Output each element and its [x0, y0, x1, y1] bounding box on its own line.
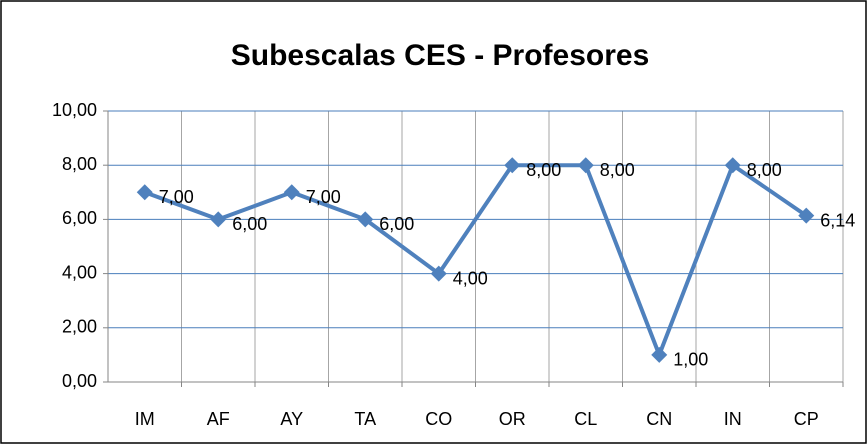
y-tick-label: 10,00 — [52, 100, 97, 120]
marker — [577, 157, 594, 174]
x-tick-label: AF — [207, 409, 230, 429]
x-tick-label: CO — [425, 409, 452, 429]
marker — [651, 346, 668, 363]
marker — [504, 157, 521, 174]
marker — [136, 184, 153, 201]
data-label: 1,00 — [673, 350, 708, 370]
series-line — [144, 163, 808, 357]
x-tick-label: AY — [280, 409, 303, 429]
marker — [210, 211, 227, 228]
x-tick-label: TA — [354, 409, 376, 429]
x-tick-label: CN — [646, 409, 672, 429]
x-tick-label: CL — [574, 409, 597, 429]
data-label: 8,00 — [600, 160, 635, 180]
marker — [357, 211, 374, 228]
data-label: 6,00 — [379, 214, 414, 234]
x-tick-label: IM — [135, 409, 155, 429]
marker — [283, 184, 300, 201]
marker — [430, 265, 447, 282]
y-tick-label: 8,00 — [62, 154, 97, 174]
y-tick-label: 2,00 — [62, 317, 97, 337]
data-label: 7,00 — [306, 187, 341, 207]
marker — [798, 207, 815, 224]
data-label: 8,00 — [526, 160, 561, 180]
y-tick-label: 4,00 — [62, 262, 97, 282]
data-label: 7,00 — [159, 187, 194, 207]
y-tick-label: 6,00 — [62, 208, 97, 228]
chart-title: Subescalas CES - Profesores — [231, 39, 650, 72]
y-tick-label: 0,00 — [62, 371, 97, 391]
data-label: 6,14 — [820, 210, 855, 230]
marker — [724, 157, 741, 174]
data-label: 8,00 — [747, 160, 782, 180]
x-tick-label: OR — [499, 409, 526, 429]
x-tick-label: CP — [794, 409, 819, 429]
data-label: 6,00 — [232, 214, 267, 234]
x-tick-label: IN — [724, 409, 742, 429]
data-label: 4,00 — [453, 268, 488, 288]
